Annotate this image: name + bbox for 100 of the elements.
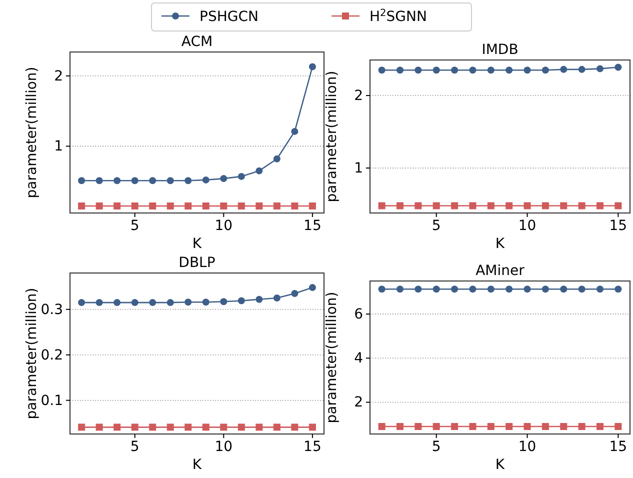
point [238,202,245,210]
point [184,202,192,210]
point [220,202,228,210]
point [78,202,86,210]
point [114,202,121,210]
y-tick-label: 2 [354,88,363,104]
x-axis-title: K [495,457,506,473]
point [96,202,103,210]
point [78,177,86,184]
chart-title: AMiner [476,263,525,279]
point [396,202,404,210]
point [202,176,210,184]
point [238,424,245,431]
legend-label: H$^{2}$SGNN [370,8,427,25]
point [238,172,245,180]
x-tick-label: 10 [214,438,233,455]
point [524,202,531,210]
point [220,424,228,431]
x-tick-label: 10 [518,438,536,455]
x-axis-title: K [192,457,202,473]
point [220,298,228,306]
x-tick-label: 5 [432,218,441,234]
point [614,202,622,210]
point [291,128,298,135]
point [96,299,103,306]
point [560,202,568,210]
x-tick-label: 10 [214,218,233,234]
y-tick-label: 0.1 [40,392,63,409]
point [414,202,422,210]
point [166,177,174,184]
y-axis-title: parameter(million) [324,292,340,424]
point [114,424,121,431]
point [308,284,316,292]
point [578,202,586,210]
y-tick-label: 0.3 [40,302,63,318]
point [114,177,121,184]
point [131,299,138,306]
point [131,177,138,184]
point [378,202,386,210]
point [432,66,440,74]
point [256,296,263,303]
point [273,424,280,431]
point [308,202,316,210]
y-tick-label: 6 [354,306,364,323]
x-tick-label: 15 [304,218,322,234]
point [578,66,586,73]
point [202,424,210,431]
point [308,424,316,431]
point [149,177,156,184]
x-tick-label: 5 [130,438,140,455]
y-axis-title: parameter(million) [24,66,40,198]
point [414,66,422,74]
y-axis-title: parameter(million) [324,70,340,202]
point [308,63,316,70]
point [78,299,86,306]
point [432,202,440,210]
point [131,424,138,431]
point [149,424,156,431]
point [291,290,298,297]
point [256,424,263,431]
point [131,202,138,210]
point [166,202,174,210]
x-axis-title: K [495,236,506,252]
point [469,202,476,210]
point [378,66,386,74]
point [78,424,86,431]
point [184,424,192,431]
y-axis-title: parameter(million) [24,288,40,420]
point [596,202,604,210]
chart-title: DBLP [178,255,216,271]
chart-title: ACM [181,34,213,50]
point [560,66,568,73]
point [96,177,103,184]
x-tick-label: 5 [130,218,140,234]
point [596,65,604,72]
y-tick-label: 1 [54,138,63,155]
point [149,202,156,210]
point [166,299,174,306]
point [273,155,280,162]
point [220,175,228,182]
point [238,297,245,304]
point [202,202,210,210]
x-tick-label: 15 [609,438,628,455]
y-tick-label: 1 [354,160,363,177]
point [166,424,174,431]
y-tick-label: 2 [354,394,363,411]
point [487,202,494,210]
point [487,66,494,74]
point [614,64,622,71]
x-tick-label: 5 [432,438,441,455]
point [506,66,513,74]
x-tick-label: 10 [518,218,536,234]
y-tick-label: 4 [354,350,364,367]
point [184,298,192,306]
point [506,202,513,210]
x-tick-label: 15 [304,438,322,455]
point [542,202,549,210]
point [202,298,210,306]
y-tick-label: 0.2 [40,347,63,364]
point [273,202,280,210]
